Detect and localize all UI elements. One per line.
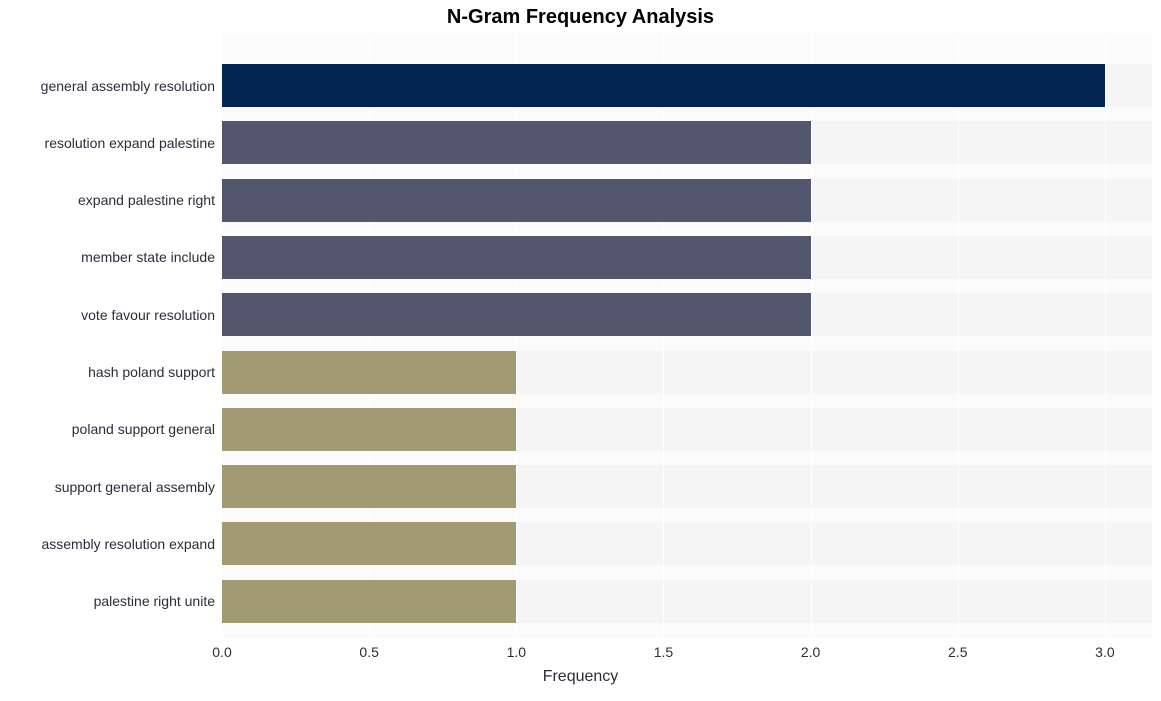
x-tick-label: 2.0 [781,644,841,660]
y-tick-label: vote favour resolution [0,307,215,323]
y-tick-label: hash poland support [0,364,215,380]
y-tick-label: support general assembly [0,479,215,495]
x-tick-label: 1.5 [633,644,693,660]
bar [222,580,516,623]
y-tick-label: expand palestine right [0,192,215,208]
bar [222,522,516,565]
bar [222,179,811,222]
x-tick-label: 2.5 [928,644,988,660]
ngram-frequency-chart: N-Gram Frequency Analysis Frequency gene… [0,0,1161,701]
y-tick-label: poland support general [0,421,215,437]
y-tick-label: assembly resolution expand [0,536,215,552]
plot-area [222,33,1152,638]
bar [222,121,811,164]
gridline [1105,33,1106,638]
bar [222,351,516,394]
bar [222,408,516,451]
bar [222,465,516,508]
y-tick-label: palestine right unite [0,593,215,609]
bar [222,293,811,336]
bar [222,64,1105,107]
gridline [958,33,959,638]
chart-title: N-Gram Frequency Analysis [0,6,1161,29]
bar [222,236,811,279]
y-tick-label: general assembly resolution [0,78,215,94]
y-tick-label: member state include [0,249,215,265]
x-axis-title: Frequency [0,668,1161,686]
y-tick-label: resolution expand palestine [0,135,215,151]
x-tick-label: 0.5 [339,644,399,660]
x-tick-label: 1.0 [486,644,546,660]
x-tick-label: 0.0 [192,644,252,660]
gridline [811,33,812,638]
x-tick-label: 3.0 [1075,644,1135,660]
